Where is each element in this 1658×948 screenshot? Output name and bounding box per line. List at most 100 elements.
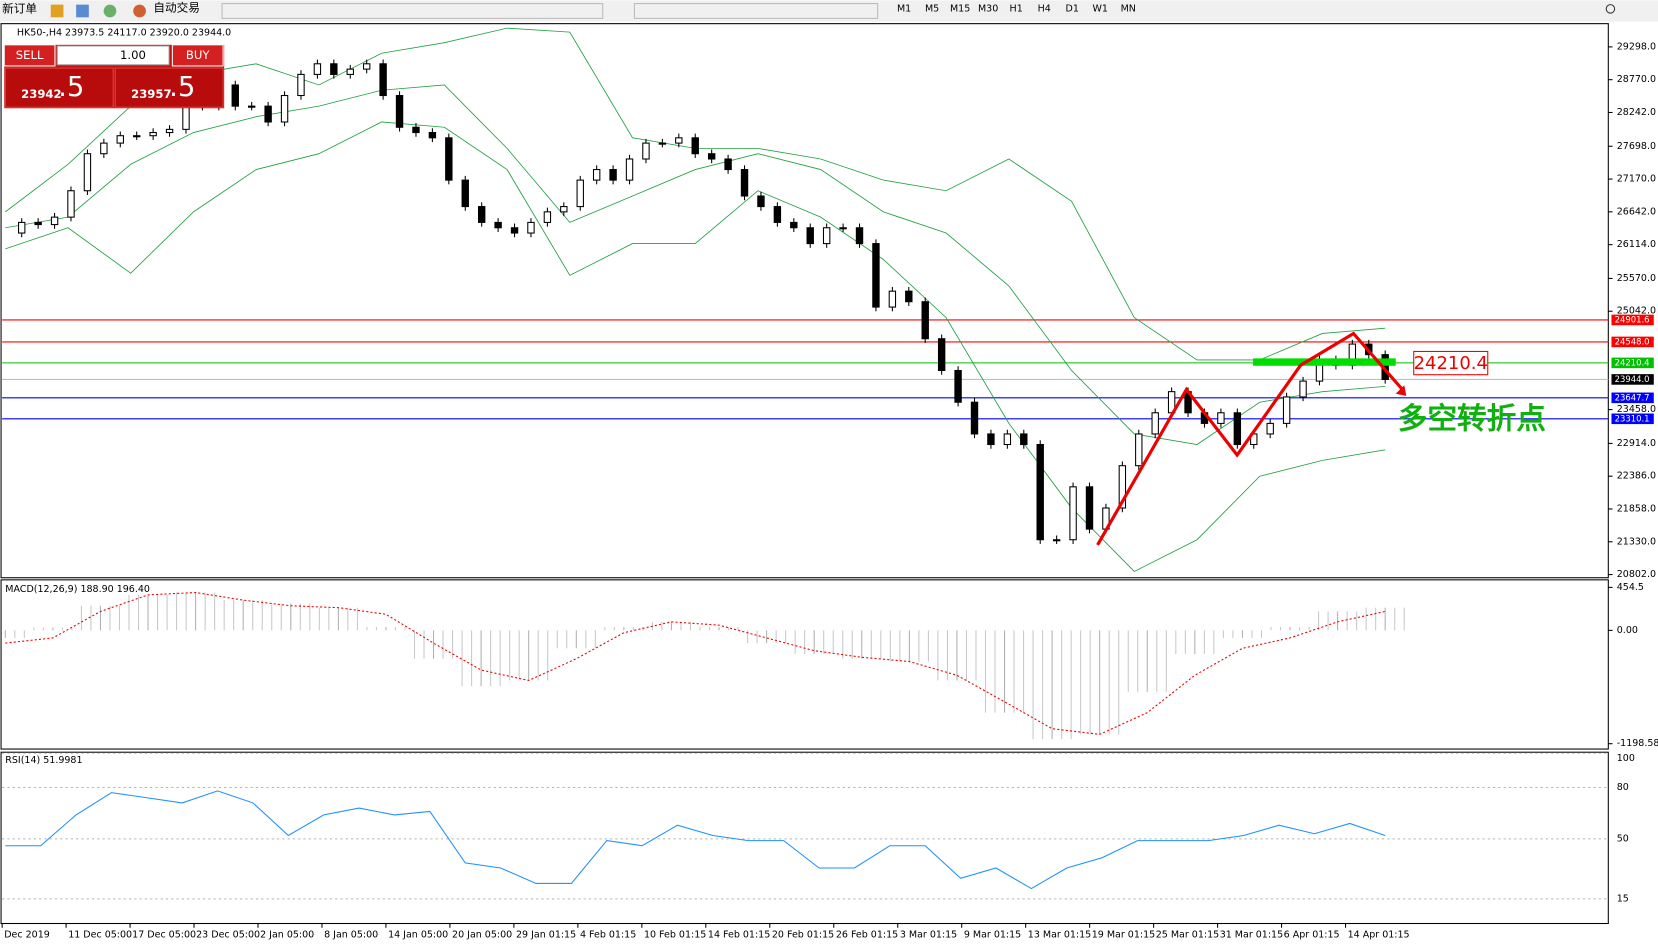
rsi-line — [5, 790, 1386, 890]
icon[interactable] — [76, 4, 89, 18]
candle — [165, 128, 174, 134]
timeframe[interactable]: M5 — [925, 3, 939, 14]
candle — [1299, 380, 1307, 398]
annotation-label: 24210.4 — [1414, 353, 1488, 374]
timeframe[interactable]: M30 — [978, 3, 998, 14]
candle — [133, 135, 141, 138]
auto-trade[interactable]: 自动交易 — [153, 0, 200, 14]
candle — [18, 221, 26, 234]
search-icon[interactable] — [1605, 4, 1616, 14]
candle — [642, 142, 650, 160]
date-label: 14 Jan 05:00 — [388, 930, 448, 941]
icon[interactable] — [133, 4, 146, 18]
lot-input[interactable] — [56, 45, 170, 66]
timeframe[interactable]: MN — [1121, 3, 1136, 14]
price-label: 22914.0 — [1617, 438, 1656, 449]
tool-group[interactable] — [633, 3, 879, 19]
date-label: 20 Feb 01:15 — [772, 930, 834, 941]
candle — [855, 227, 864, 245]
rsi-header: RSI(14) 51.9981 — [5, 755, 82, 766]
candle — [1069, 486, 1077, 541]
level-label: 23944.0 — [1615, 374, 1650, 384]
timeframe[interactable]: M1 — [897, 3, 911, 14]
ask-frac: .5 — [169, 71, 195, 103]
candle — [822, 227, 831, 245]
candle — [494, 221, 502, 229]
candle — [790, 221, 798, 229]
price-label: 27698.0 — [1617, 141, 1656, 152]
timeframe[interactable]: M15 — [950, 3, 970, 14]
timeframe[interactable]: D1 — [1066, 3, 1079, 14]
new-order[interactable]: 新订单 — [2, 1, 37, 15]
candle — [149, 132, 157, 137]
date-label: 13 Mar 01:15 — [1028, 930, 1091, 941]
icon[interactable] — [50, 4, 64, 18]
candle — [231, 84, 239, 107]
candle — [560, 206, 568, 213]
candle — [839, 227, 847, 230]
candle — [872, 243, 880, 308]
date-label: 31 Mar 01:15 — [1220, 930, 1283, 941]
sell-label[interactable]: SELL — [16, 48, 44, 62]
price-label: 28242.0 — [1617, 107, 1656, 118]
timeframe[interactable]: W1 — [1093, 3, 1108, 14]
candle — [576, 179, 584, 208]
candle — [445, 137, 453, 181]
candle — [987, 433, 995, 446]
annotation-box — [1413, 350, 1489, 376]
price-label: 26642.0 — [1617, 206, 1656, 217]
candle — [1020, 433, 1028, 446]
bid-main: 23942 — [21, 87, 61, 101]
candle — [1085, 486, 1094, 530]
rsi-label: 15 — [1617, 893, 1629, 904]
date-label: 10 Feb 01:15 — [644, 930, 706, 941]
candle — [330, 63, 338, 75]
candle — [675, 137, 683, 144]
date-label: 14 Apr 01:15 — [1348, 930, 1410, 941]
candle — [395, 94, 404, 128]
timeframe[interactable]: H4 — [1038, 3, 1051, 14]
macd-label: -1198.58 — [1617, 738, 1658, 749]
annotation-text: 多空转折点 — [1398, 402, 1546, 436]
lot-value[interactable]: 1.00 — [120, 48, 146, 62]
arrow-head — [1395, 385, 1407, 396]
level-label: 24901.6 — [1615, 314, 1650, 324]
level-label: 23647.7 — [1615, 392, 1650, 402]
date-label: 17 Dec 05:00 — [132, 930, 196, 941]
candle — [773, 206, 782, 223]
candle — [264, 105, 272, 123]
candle — [937, 338, 946, 372]
level-label: 24210.4 — [1615, 357, 1650, 367]
buy-button[interactable] — [171, 44, 224, 67]
macd-header: MACD(12,26,9) 188.90 196.40 — [5, 584, 150, 595]
candle — [362, 63, 371, 70]
icon[interactable] — [103, 4, 117, 18]
candle — [1135, 433, 1143, 467]
candle — [461, 179, 469, 208]
date-label: 2 Jan 05:00 — [260, 930, 314, 941]
macd-label: 454.5 — [1617, 582, 1644, 593]
price-label: 21858.0 — [1617, 503, 1656, 514]
candle — [905, 290, 913, 303]
candle — [757, 195, 765, 208]
tool-group[interactable] — [221, 3, 604, 19]
candle — [1217, 412, 1225, 424]
bid-frac: .5 — [58, 71, 84, 103]
date-label: 6 Apr 01:15 — [1284, 930, 1340, 941]
date-label: 8 Jan 05:00 — [324, 930, 378, 941]
ask-box[interactable] — [114, 67, 224, 108]
candle — [67, 190, 75, 218]
date-label: 23 Dec 05:00 — [196, 930, 260, 941]
timeframe[interactable]: H1 — [1010, 3, 1023, 14]
candle — [724, 158, 732, 171]
candle — [707, 153, 716, 160]
rsi-label: 80 — [1617, 782, 1629, 793]
candle — [592, 169, 601, 181]
date-label: Dec 2019 — [4, 930, 50, 941]
buy-label[interactable]: BUY — [186, 48, 210, 62]
sell-button[interactable] — [3, 44, 56, 67]
level-tag — [1611, 392, 1654, 404]
bid-box[interactable] — [4, 67, 114, 108]
